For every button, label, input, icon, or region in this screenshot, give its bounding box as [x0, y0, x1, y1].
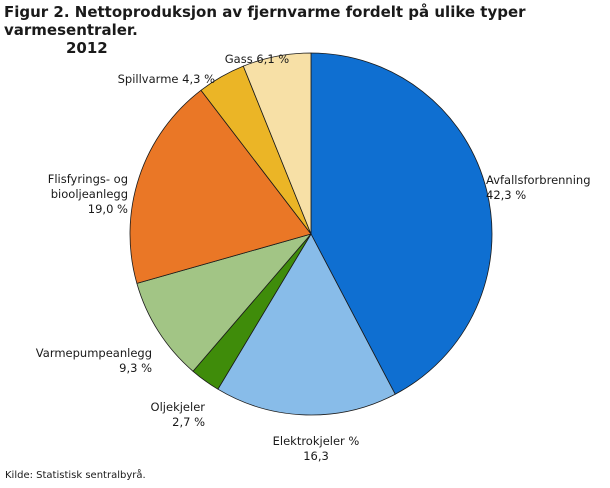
slice-label-spillvarme: Spillvarme 4,3 % [118, 72, 215, 86]
source-note: Kilde: Statistisk sentralbyrå. [5, 470, 146, 481]
slice-label-avfallsforbrenning: Avfallsforbrenning 42,3 % [486, 173, 591, 202]
pie-slice-avfallsforbrenning [310, 52, 493, 395]
chart-title: Figur 2. Nettoproduksjon av fjernvarme f… [4, 3, 604, 57]
chart-title-line2: 2012 [66, 39, 108, 57]
pie-slice-varmepumpeanlegg [136, 233, 312, 372]
slice-label-elektrokjeler: Elektrokjeler % 16,3 [273, 434, 360, 463]
pie-slice-gass [242, 52, 312, 235]
slice-labels: Avfallsforbrenning 42,3 % Elektrokjeler % 1… [36, 52, 591, 463]
pie-slice-flisfyrings-og-biooljeanlegg [129, 89, 312, 284]
pie-slices [129, 52, 493, 416]
slice-label-varmepumpeanlegg: Varmepumpeanlegg 9,3 % [36, 346, 152, 375]
slice-label-flisfyrings-og-biooljeanlegg: Flisfyrings- og biooljeanlegg 19,0 % [48, 172, 128, 216]
slice-label-gass: Gass 6,1 % [225, 52, 290, 66]
chart-title-line1: Figur 2. Nettoproduksjon av fjernvarme f… [4, 3, 526, 39]
slice-label-oljekjeler: Oljekjeler 2,7 % [151, 400, 206, 429]
pie-slice-elektrokjeler [217, 233, 396, 416]
